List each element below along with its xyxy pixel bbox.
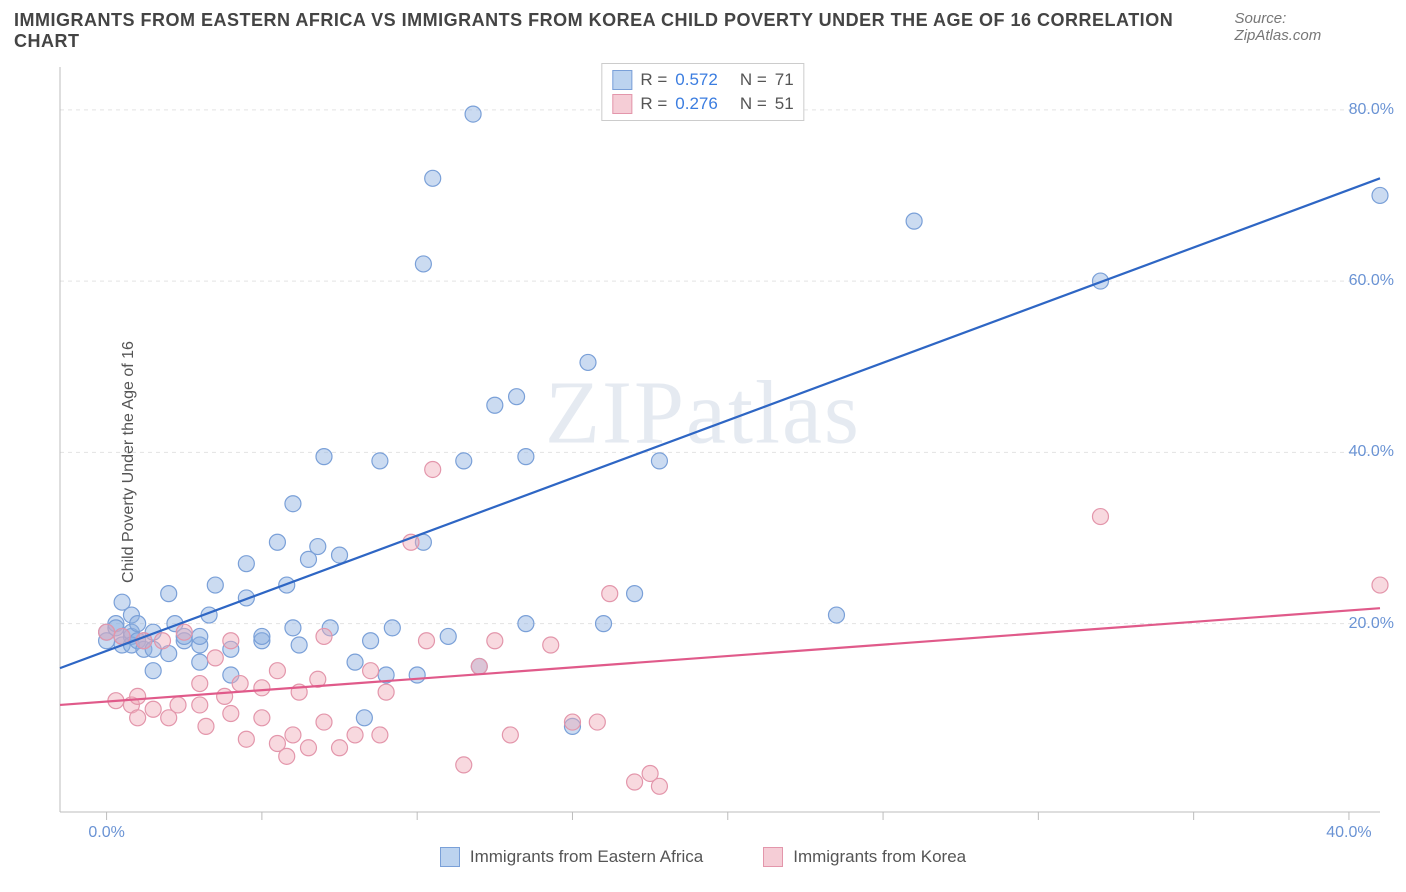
- n-value: 71: [775, 68, 794, 92]
- legend-item: Immigrants from Eastern Africa: [440, 847, 703, 867]
- x-tick-label: 0.0%: [88, 824, 124, 842]
- r-label: R =: [640, 68, 667, 92]
- source-prefix: Source:: [1235, 10, 1287, 27]
- series-label: Immigrants from Eastern Africa: [470, 847, 703, 867]
- y-tick-label: 40.0%: [1349, 443, 1394, 461]
- series-label: Immigrants from Korea: [793, 847, 966, 867]
- n-value: 51: [775, 92, 794, 116]
- chart-area: Child Poverty Under the Age of 16 ZIPatl…: [0, 57, 1406, 867]
- r-value: 0.572: [675, 68, 718, 92]
- y-tick-label: 20.0%: [1349, 615, 1394, 633]
- y-tick-label: 80.0%: [1349, 101, 1394, 119]
- x-tick-label: 40.0%: [1326, 824, 1371, 842]
- y-tick-label: 60.0%: [1349, 272, 1394, 290]
- series-legend: Immigrants from Eastern Africa Immigrants…: [0, 847, 1406, 867]
- source-attribution: Source: ZipAtlas.com: [1235, 10, 1376, 44]
- legend-swatch: [612, 70, 632, 90]
- chart-title: IMMIGRANTS FROM EASTERN AFRICA VS IMMIGR…: [14, 10, 1235, 52]
- source-link[interactable]: ZipAtlas.com: [1235, 27, 1322, 44]
- legend-row: R = 0.572 N = 71: [612, 68, 793, 92]
- legend-swatch: [440, 847, 460, 867]
- correlation-legend: R = 0.572 N = 71 R = 0.276 N = 51: [601, 63, 804, 121]
- legend-swatch: [612, 94, 632, 114]
- n-label: N =: [740, 92, 767, 116]
- r-value: 0.276: [675, 92, 718, 116]
- scatter-plot-svg: [0, 57, 1406, 867]
- legend-swatch: [763, 847, 783, 867]
- r-label: R =: [640, 92, 667, 116]
- legend-row: R = 0.276 N = 51: [612, 92, 793, 116]
- n-label: N =: [740, 68, 767, 92]
- legend-item: Immigrants from Korea: [763, 847, 966, 867]
